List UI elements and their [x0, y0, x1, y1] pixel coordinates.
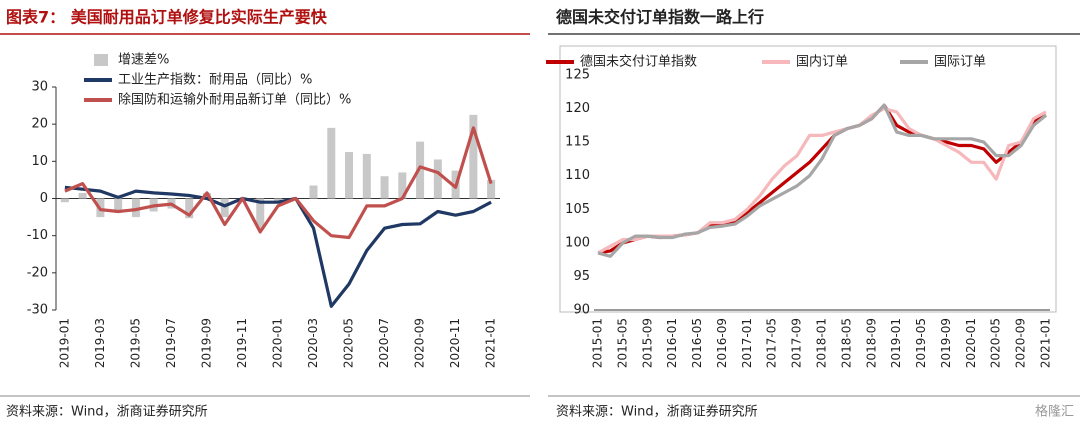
x-tick-label: 2019-11 — [235, 318, 249, 368]
bar — [131, 198, 140, 218]
x-tick-label: 2017-09 — [790, 318, 804, 368]
legend-label: 国际订单 — [934, 55, 986, 70]
source: 资料来源：Wind，浙商证券研究所 — [6, 404, 208, 420]
x-tick-label: 2016-05 — [690, 318, 704, 368]
watermark: 格隆汇 — [1035, 404, 1074, 420]
bar — [398, 172, 407, 199]
x-tick-label: 2015-09 — [640, 318, 654, 368]
x-tick-label: 2020-09 — [413, 318, 427, 368]
y-tick-label: 105 — [565, 202, 590, 217]
line-series — [597, 107, 1047, 255]
y-tick-label: 120 — [565, 101, 590, 116]
bar — [114, 198, 123, 213]
bar — [309, 185, 318, 199]
x-tick-label: 2020-01 — [964, 318, 978, 368]
x-tick-label: 2019-07 — [164, 318, 178, 368]
x-tick-label: 2020-03 — [306, 318, 320, 368]
y-tick-label: 95 — [573, 269, 590, 284]
x-tick-label: 2021-01 — [484, 318, 498, 368]
y-tick-label: 0 — [40, 191, 48, 206]
bar — [327, 127, 336, 199]
x-tick-label: 2016-01 — [665, 318, 679, 368]
bar — [274, 198, 282, 203]
bar — [469, 114, 478, 199]
y-tick-label: 10 — [31, 154, 48, 169]
y-tick-label: -10 — [27, 228, 48, 243]
x-tick-label: 2019-01 — [889, 318, 903, 368]
line-series — [64, 126, 493, 240]
legend-label: 增速差% — [118, 53, 169, 68]
y-tick-label: 30 — [31, 80, 48, 95]
x-tick-label: 2019-09 — [939, 318, 953, 368]
bar — [362, 153, 371, 199]
legend-label: 除国防和运输外耐用品新订单（同比）% — [118, 92, 351, 108]
plot-frame — [559, 45, 1057, 313]
x-tick-label: 2019-09 — [199, 318, 213, 368]
bar — [433, 159, 442, 199]
bar — [220, 198, 229, 218]
legend-swatch — [94, 54, 108, 66]
bar — [345, 152, 354, 199]
y-tick-label: 90 — [573, 303, 590, 318]
bar — [78, 192, 87, 199]
x-tick-label: 2020-07 — [377, 318, 391, 368]
y-tick-label: 20 — [31, 117, 48, 132]
x-tick-label: 2020-05 — [989, 318, 1003, 368]
chart-title: 德国未交付订单指数一路上行 — [556, 8, 764, 27]
x-tick-label: 2020-05 — [342, 318, 356, 368]
x-tick-label: 2020-11 — [448, 318, 462, 368]
x-tick-label: 2019-05 — [128, 318, 142, 368]
x-tick-label: 2015-05 — [615, 318, 629, 368]
y-tick-label: 115 — [565, 135, 590, 150]
line-series — [64, 185, 492, 308]
x-tick-label: 2020-01 — [271, 318, 285, 368]
x-tick-label: 2018-01 — [815, 318, 829, 368]
bar — [185, 198, 194, 219]
y-tick-label: -20 — [27, 265, 48, 280]
bar — [256, 198, 265, 229]
y-tick-label: 125 — [565, 68, 590, 83]
bar — [60, 198, 69, 203]
legend-label: 工业生产指数：耐用品（同比）% — [118, 73, 312, 88]
x-tick-label: 2019-01 — [57, 318, 71, 368]
y-tick-label: 110 — [565, 168, 590, 183]
x-tick-label: 2016-09 — [715, 318, 729, 368]
bar — [487, 179, 496, 199]
legend-label: 德国未交付订单指数 — [580, 54, 697, 70]
y-tick-label: 100 — [565, 235, 590, 250]
x-tick-label: 2019-03 — [93, 318, 107, 368]
legend-label: 国内订单 — [796, 54, 848, 70]
x-tick-label: 2018-09 — [864, 318, 878, 368]
line-series — [597, 103, 1048, 258]
x-tick-label: 2017-05 — [765, 318, 779, 368]
source: 资料来源：Wind，浙商证券研究所 — [556, 404, 758, 420]
chart-title: 图表7： 美国耐用品订单修复比实际生产要快 — [6, 8, 328, 27]
x-tick-label: 2021-01 — [1039, 318, 1053, 368]
y-tick-label: -30 — [27, 303, 48, 318]
x-tick-label: 2019-05 — [914, 318, 928, 368]
bar — [380, 176, 389, 199]
x-tick-label: 2018-05 — [839, 318, 853, 368]
x-tick-label: 2015-01 — [591, 318, 605, 368]
line-series — [597, 103, 1047, 255]
x-tick-label: 2017-01 — [740, 318, 754, 368]
x-tick-label: 2020-09 — [1014, 318, 1028, 368]
